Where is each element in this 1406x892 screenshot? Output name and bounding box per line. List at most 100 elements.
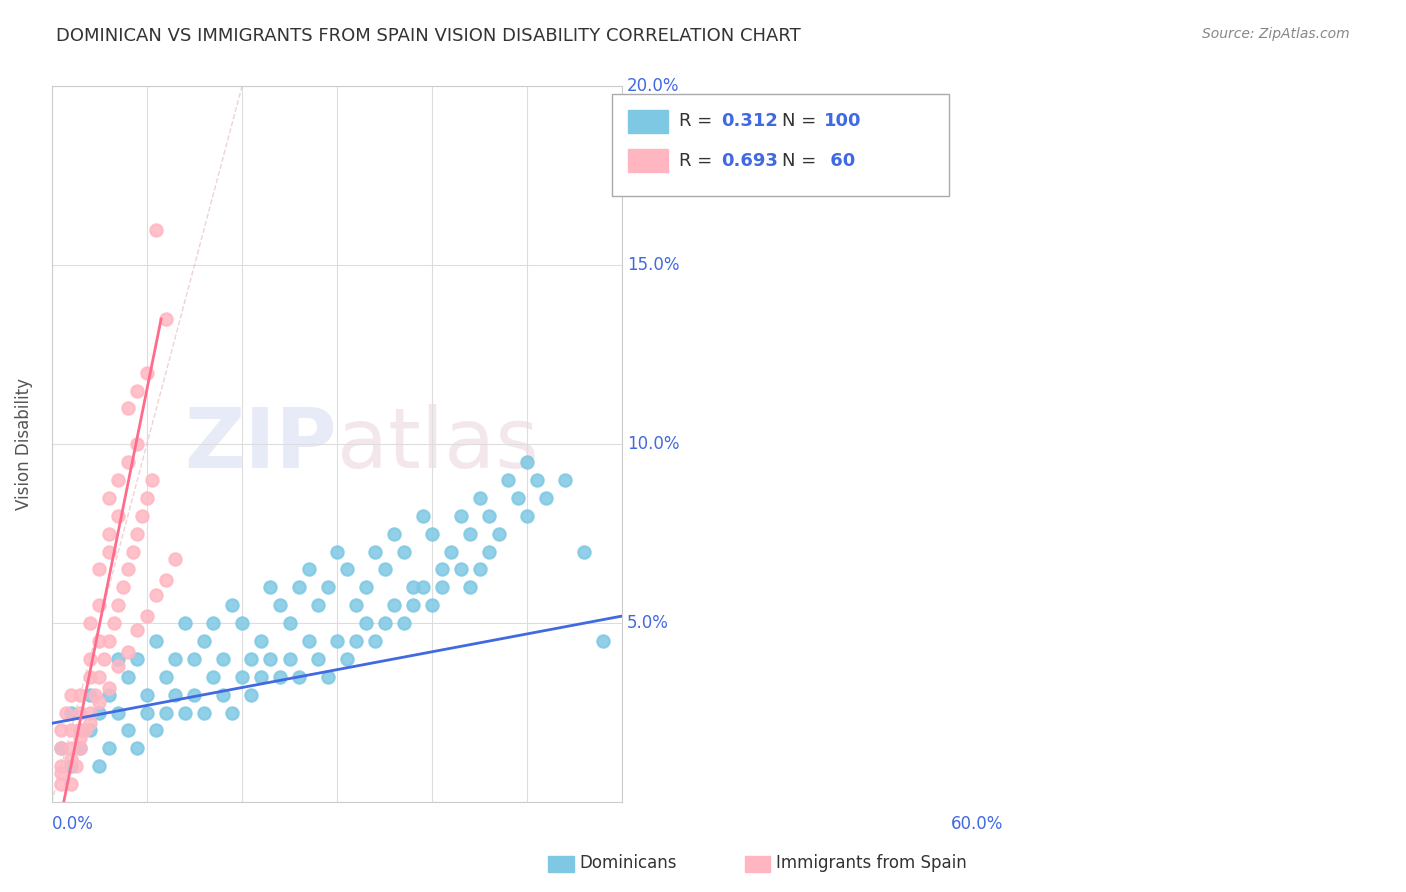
Point bbox=[51, 777, 73, 791]
Point bbox=[117, 562, 139, 576]
Point bbox=[307, 652, 329, 666]
Point bbox=[278, 616, 301, 631]
Point bbox=[155, 312, 177, 326]
Point bbox=[97, 681, 120, 695]
Point bbox=[127, 526, 149, 541]
Text: 100: 100 bbox=[824, 112, 862, 130]
Point bbox=[335, 562, 357, 576]
Point bbox=[145, 587, 167, 601]
Point bbox=[221, 706, 243, 720]
Point bbox=[420, 526, 443, 541]
Point bbox=[516, 455, 538, 469]
Point bbox=[135, 609, 157, 624]
Point bbox=[69, 741, 91, 756]
Point bbox=[269, 670, 291, 684]
Point bbox=[103, 616, 125, 631]
Point bbox=[145, 222, 167, 236]
Point bbox=[127, 624, 149, 638]
Point bbox=[278, 652, 301, 666]
Point bbox=[121, 544, 143, 558]
Point bbox=[97, 491, 120, 505]
Point bbox=[131, 508, 153, 523]
Point bbox=[354, 580, 377, 594]
Point bbox=[135, 688, 157, 702]
Point bbox=[51, 723, 73, 738]
Point bbox=[374, 562, 396, 576]
Point bbox=[55, 706, 77, 720]
Point bbox=[73, 723, 96, 738]
Point bbox=[240, 652, 263, 666]
Point bbox=[155, 706, 177, 720]
Point bbox=[382, 599, 405, 613]
Point bbox=[450, 508, 472, 523]
Point bbox=[135, 706, 157, 720]
Text: 5.0%: 5.0% bbox=[627, 614, 669, 632]
Text: 0.0%: 0.0% bbox=[52, 815, 94, 833]
Text: Dominicans: Dominicans bbox=[579, 855, 676, 872]
Point bbox=[297, 634, 319, 648]
Point bbox=[97, 634, 120, 648]
Point bbox=[155, 573, 177, 587]
Point bbox=[440, 544, 463, 558]
Point bbox=[69, 706, 91, 720]
Point bbox=[127, 652, 149, 666]
Point bbox=[526, 473, 548, 487]
Point bbox=[89, 759, 111, 773]
Point bbox=[174, 706, 197, 720]
Point bbox=[288, 670, 311, 684]
Point bbox=[269, 599, 291, 613]
Point bbox=[412, 580, 434, 594]
Point bbox=[69, 723, 91, 738]
Point bbox=[202, 616, 225, 631]
Text: 0.693: 0.693 bbox=[721, 152, 778, 169]
Point bbox=[288, 580, 311, 594]
Point bbox=[430, 580, 453, 594]
Text: N =: N = bbox=[782, 112, 821, 130]
Point bbox=[450, 562, 472, 576]
Point bbox=[478, 508, 501, 523]
Point bbox=[458, 580, 481, 594]
Point bbox=[107, 508, 129, 523]
Point bbox=[145, 723, 167, 738]
Point bbox=[127, 437, 149, 451]
Point bbox=[374, 616, 396, 631]
Point bbox=[212, 688, 235, 702]
Point bbox=[51, 741, 73, 756]
Text: 0.312: 0.312 bbox=[721, 112, 778, 130]
Point bbox=[165, 652, 187, 666]
Point bbox=[259, 652, 281, 666]
Point bbox=[79, 688, 101, 702]
Point bbox=[97, 544, 120, 558]
Point bbox=[250, 670, 273, 684]
Point bbox=[174, 616, 197, 631]
Point bbox=[112, 580, 135, 594]
Y-axis label: Vision Disability: Vision Disability bbox=[15, 378, 32, 510]
Text: atlas: atlas bbox=[337, 404, 538, 484]
Point bbox=[364, 634, 387, 648]
Point bbox=[326, 544, 349, 558]
Point bbox=[259, 580, 281, 594]
Point bbox=[59, 688, 82, 702]
Point bbox=[344, 599, 367, 613]
Point bbox=[97, 526, 120, 541]
Point bbox=[402, 599, 425, 613]
Point bbox=[127, 384, 149, 398]
Point bbox=[59, 752, 82, 766]
Text: 60.0%: 60.0% bbox=[950, 815, 1002, 833]
Point bbox=[127, 741, 149, 756]
Point bbox=[79, 616, 101, 631]
Point bbox=[554, 473, 576, 487]
Point bbox=[574, 544, 596, 558]
Point bbox=[69, 731, 91, 745]
Point bbox=[51, 741, 73, 756]
Text: Source: ZipAtlas.com: Source: ZipAtlas.com bbox=[1202, 27, 1350, 41]
Point bbox=[402, 580, 425, 594]
Point bbox=[69, 723, 91, 738]
Point bbox=[145, 634, 167, 648]
Point bbox=[468, 491, 491, 505]
Point bbox=[240, 688, 263, 702]
Text: R =: R = bbox=[679, 112, 718, 130]
Point bbox=[59, 777, 82, 791]
Point bbox=[107, 652, 129, 666]
Point bbox=[97, 741, 120, 756]
